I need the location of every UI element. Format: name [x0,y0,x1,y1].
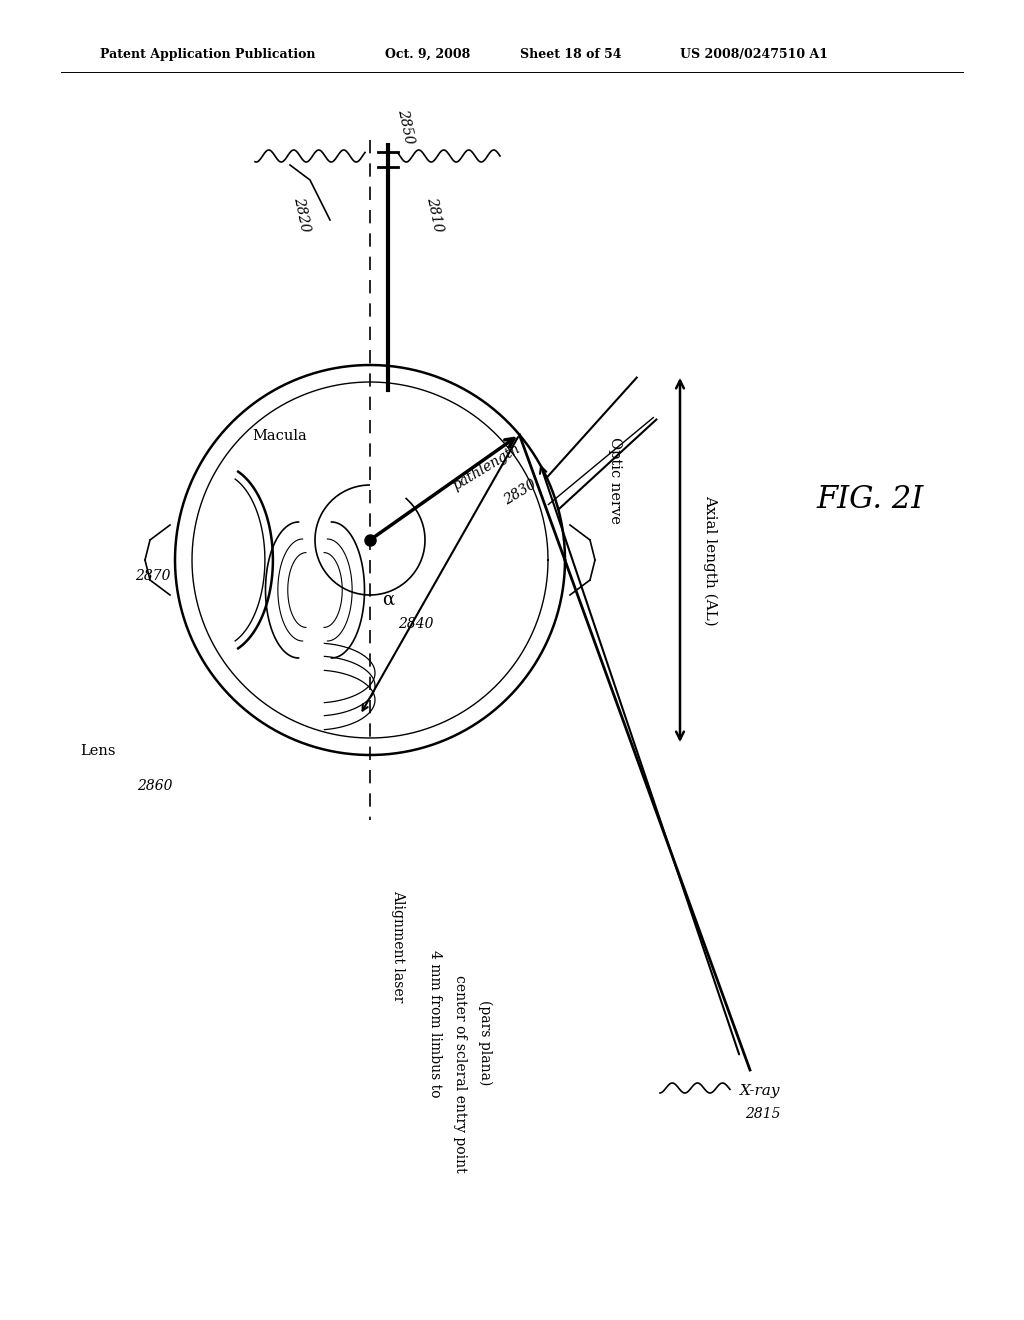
Text: 2820: 2820 [292,197,312,234]
Text: Lens: Lens [80,744,116,758]
Text: 2815: 2815 [745,1107,780,1121]
Text: Alignment laser: Alignment laser [391,890,406,1002]
Text: 2810: 2810 [425,197,445,234]
Text: Optic nerve: Optic nerve [608,437,622,524]
Text: 2860: 2860 [137,779,172,793]
Text: (pars plana): (pars plana) [478,1001,493,1085]
Text: X-ray: X-ray [740,1084,780,1098]
Text: US 2008/0247510 A1: US 2008/0247510 A1 [680,48,828,61]
Text: pathlength: pathlength [451,441,523,494]
Text: Patent Application Publication: Patent Application Publication [100,48,315,61]
Text: α: α [382,591,394,609]
Text: Macula: Macula [253,429,307,444]
Text: Oct. 9, 2008: Oct. 9, 2008 [385,48,470,61]
Text: 2840: 2840 [398,616,433,631]
Text: FIG. 2I: FIG. 2I [816,484,924,516]
Text: 2830: 2830 [501,477,539,507]
Text: 2850: 2850 [395,107,416,145]
Text: center of scleral entry point: center of scleral entry point [453,975,467,1172]
Text: 2870: 2870 [135,569,171,583]
Text: 4 mm from limbus to: 4 mm from limbus to [428,950,442,1097]
Text: Axial length (AL): Axial length (AL) [702,495,717,626]
Text: Sheet 18 of 54: Sheet 18 of 54 [520,48,622,61]
